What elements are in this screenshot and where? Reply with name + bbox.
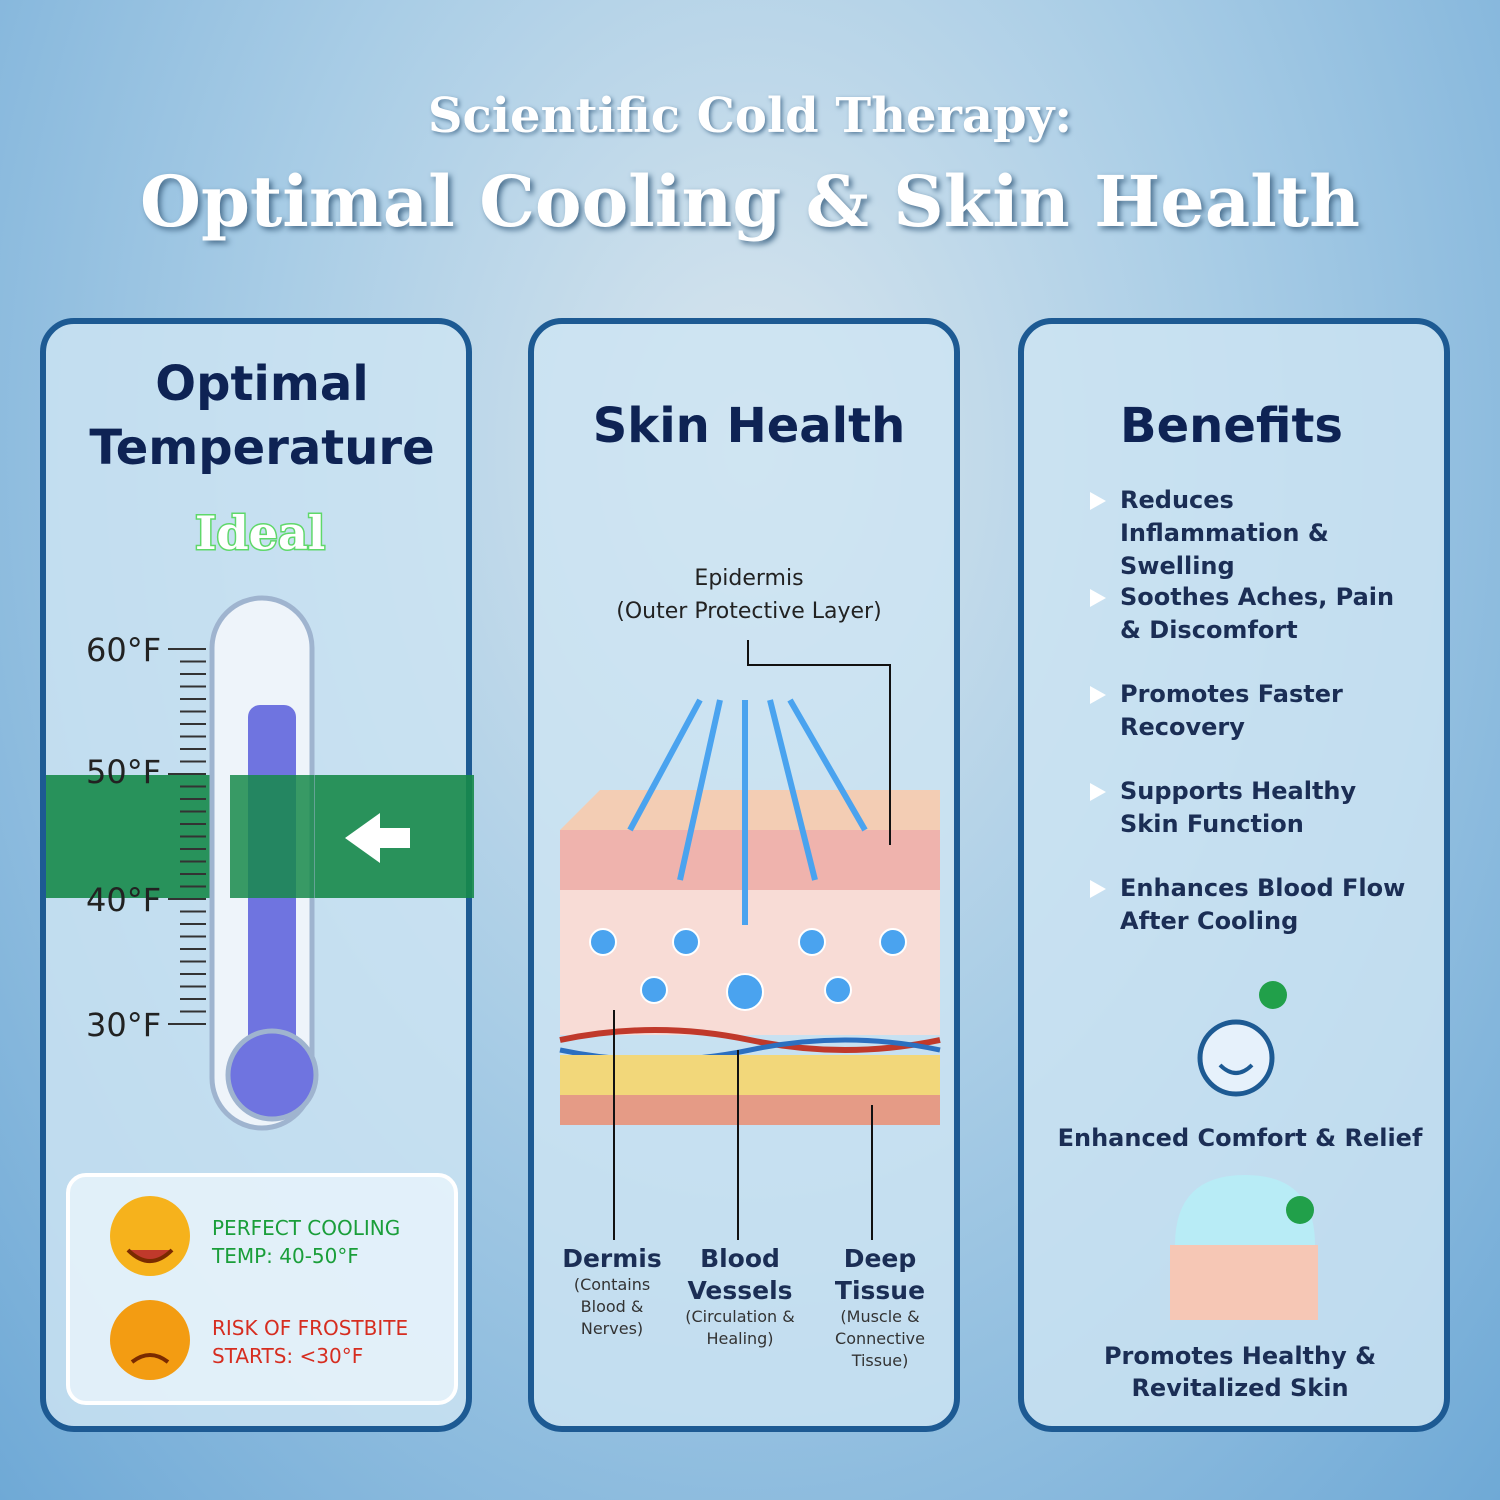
benefit-item: Enhances Blood Flow After Cooling [1120,874,1406,935]
scale-label: 60°F [86,631,162,669]
layer-name: Dermis [562,1244,662,1273]
epidermis-label: Epidermis [694,566,804,591]
pointer-lines [613,640,891,1240]
legend-ok: PERFECT COOLING TEMP: 40-50°F [212,1216,401,1268]
ideal-arrow [345,813,410,863]
benefit-item: Supports Healthy Skin Function [1120,777,1357,838]
scale-label: 50°F [86,753,162,791]
bullet [1090,686,1106,704]
dome [1175,1175,1315,1245]
kicker: Scientific Cold Therapy: [427,88,1073,144]
legend-risk: RISK OF FROSTBITE STARTS: <30°F [212,1316,409,1368]
benefit-item: Reduces Inflammation & Swelling [1120,486,1329,580]
muscle-layer [560,1095,940,1125]
band-overlay [230,775,314,898]
panel-title: Benefits [1120,398,1343,454]
layer-note: (Circulation & Healing) [685,1307,795,1348]
skin-icon [1170,1245,1318,1320]
feature-label: Enhanced Comfort & Relief [1057,1124,1423,1152]
check [1286,1196,1314,1224]
main-title: Optimal Cooling & Skin Health [139,160,1361,243]
happy-emoji [110,1196,190,1276]
artery [559,1027,941,1053]
fat-layer [560,1055,940,1095]
smile-icon [1197,1019,1275,1097]
benefit-item: Promotes Faster Recovery [1120,680,1343,741]
check [1259,981,1287,1009]
smile-mouth [1218,1063,1254,1075]
thermometer-bulb [225,1028,319,1122]
ideal-badge: Ideal [193,505,326,562]
epidermis-note: (Outer Protective Layer) [616,599,882,624]
layer-note: (Muscle & Connective Tissue) [835,1307,925,1370]
scale-label: 40°F [86,881,162,919]
sad-mouth [130,1353,170,1364]
layer-name: Blood Vessels [687,1244,793,1305]
bullet [1090,589,1106,607]
panel-title: Optimal Temperature [89,356,435,476]
bullet [1090,880,1106,898]
scale-ticks [168,648,206,1025]
sad-emoji [110,1300,190,1380]
dermis-layer [560,890,940,1035]
layer-name: Deep Tissue [834,1244,926,1305]
bullet [1090,783,1106,801]
happy-mouth [126,1248,174,1263]
layer-note: (Contains Blood & Nerves) [573,1275,651,1338]
epidermis-layer [560,830,940,890]
bullet [1090,492,1106,510]
cold-rays [627,698,868,925]
scale-label: 30°F [86,1006,162,1044]
panel-title: Skin Health [592,398,906,454]
water-drops [589,928,907,1011]
feature-label: Promotes Healthy & Revitalized Skin [1103,1342,1377,1402]
benefit-item: Soothes Aches, Pain & Discomfort [1120,583,1395,644]
